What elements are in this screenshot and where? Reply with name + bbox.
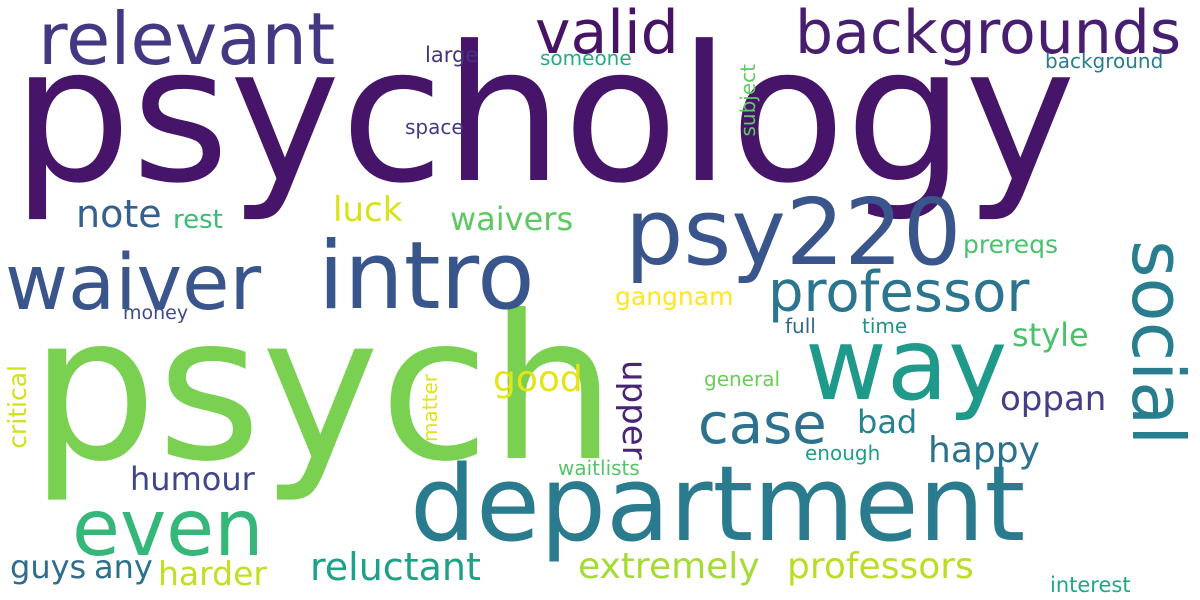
word-any: any [94,548,153,586]
word-professor: professor [768,260,1030,325]
word-background: background [1045,49,1164,73]
word-even: even [72,484,264,574]
word-humour: humour [130,460,255,498]
word-upper: upper [614,360,654,460]
word-style: style [1012,316,1089,354]
word-large: large [425,43,479,67]
word-space: space [405,115,464,139]
word-psychology: psychology [12,6,1076,225]
word-bad: bad [857,403,918,441]
word-social: social [1116,240,1200,446]
word-subject: subject [736,64,760,137]
word-rest: rest [173,205,223,235]
word-prereqs: prereqs [963,230,1058,259]
word-psy220: psy220 [625,179,962,286]
word-backgrounds: backgrounds [795,0,1182,68]
word-full: full [785,314,816,338]
word-money: money [123,302,189,324]
word-oppan: oppan [1000,379,1107,419]
word-waiver: waiver [5,239,262,328]
word-guys: guys [10,548,87,586]
word-critical: critical [3,365,32,449]
word-waitlists: waitlists [558,456,640,480]
word-professors: professors [787,546,974,587]
word-time: time [862,314,908,338]
word-matter: matter [418,374,442,442]
word-luck: luck [333,190,403,230]
word-psych: psych [30,273,617,506]
word-note: note [76,192,162,236]
word-happy: happy [928,430,1040,471]
word-waivers: waivers [450,200,574,238]
word-relevant: relevant [38,0,336,81]
word-department: department [410,443,1026,565]
word-intro: intro [318,222,535,331]
word-interest: interest [1050,573,1131,597]
word-way: way [805,306,1008,423]
word-extremely: extremely [578,546,760,587]
word-general: general [704,367,781,391]
word-case: case [698,392,827,457]
word-reluctant: reluctant [310,545,481,589]
word-someone: someone [540,46,632,70]
word-enough: enough [805,441,881,465]
word-good: good [493,359,583,400]
word-harder: harder [158,554,267,593]
word-gangnam: gangnam [615,282,734,311]
word-valid: valid [535,0,679,68]
